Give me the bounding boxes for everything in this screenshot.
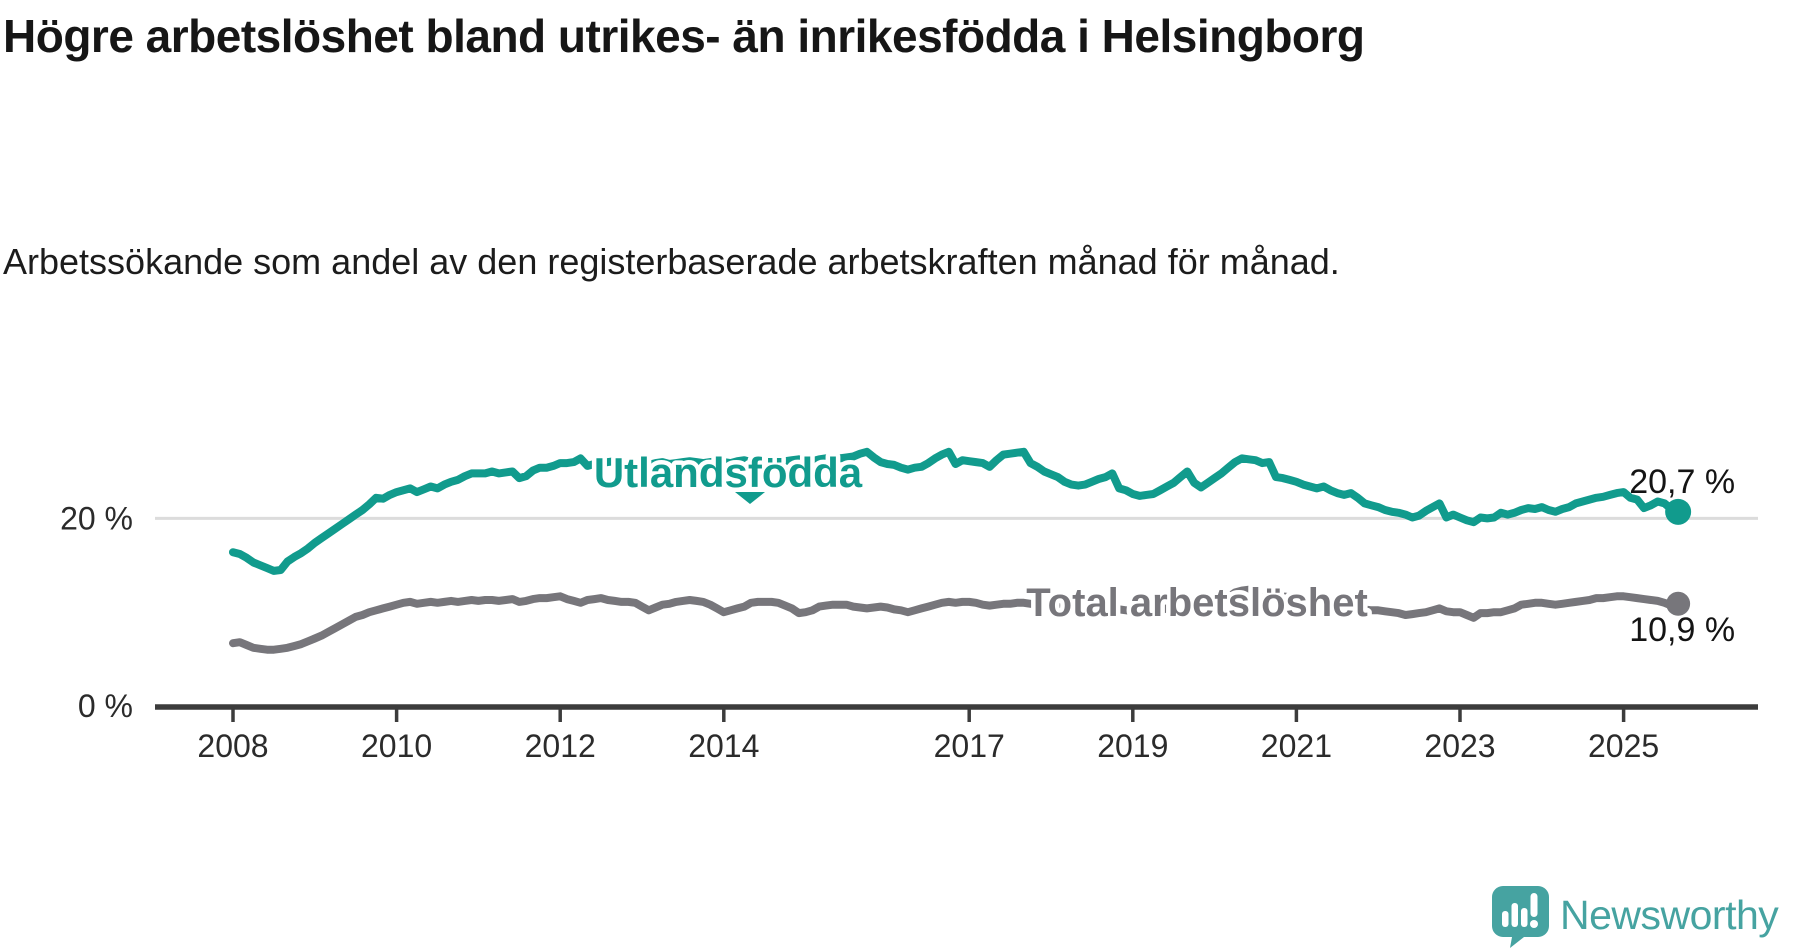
x-tick-label-2008: 2008 xyxy=(197,728,268,764)
end-value-label-utlandsfodda: 20,7 % xyxy=(1629,463,1735,501)
series-end-dot-total xyxy=(1666,591,1691,616)
end-value-label-total: 10,9 % xyxy=(1629,611,1735,649)
x-tick-label-2017: 2017 xyxy=(934,728,1005,764)
series-line-total xyxy=(229,585,1683,654)
series-label-utlandsfodda: Utlandsfödda xyxy=(594,449,863,496)
newsworthy-logo-icon xyxy=(1492,886,1549,948)
chart-subtitle: Arbetssökande som andel av den registerb… xyxy=(3,241,1340,282)
series-line-utlandsfodda xyxy=(229,447,1683,575)
x-tick-label-2012: 2012 xyxy=(525,728,596,764)
x-tick-label-2023: 2023 xyxy=(1424,728,1495,764)
series-label-pointer-triangle-icon xyxy=(735,492,765,504)
page-title: Högre arbetslöshet bland utrikes- än inr… xyxy=(3,10,1365,62)
x-tick-label-2021: 2021 xyxy=(1261,728,1332,764)
unemployment-line-chart: Total arbetslöshet Utlandsfödda 20,7 % 10,9… xyxy=(60,445,1758,764)
y-tick-label-0: 0 % xyxy=(78,688,133,724)
y-tick-label-20: 20 % xyxy=(60,500,133,536)
x-tick-label-2014: 2014 xyxy=(688,728,759,764)
newsworthy-logo-text: Newsworthy xyxy=(1560,892,1779,938)
series-end-dot-utlandsfodda xyxy=(1665,498,1692,525)
series-label-total-arbetsloshet: Total arbetslöshet xyxy=(1026,581,1368,625)
x-tick-label-2010: 2010 xyxy=(361,728,432,764)
newsworthy-logo: Newsworthy xyxy=(1492,886,1780,948)
x-tick-label-2019: 2019 xyxy=(1097,728,1168,764)
x-tick-label-2025: 2025 xyxy=(1588,728,1659,764)
